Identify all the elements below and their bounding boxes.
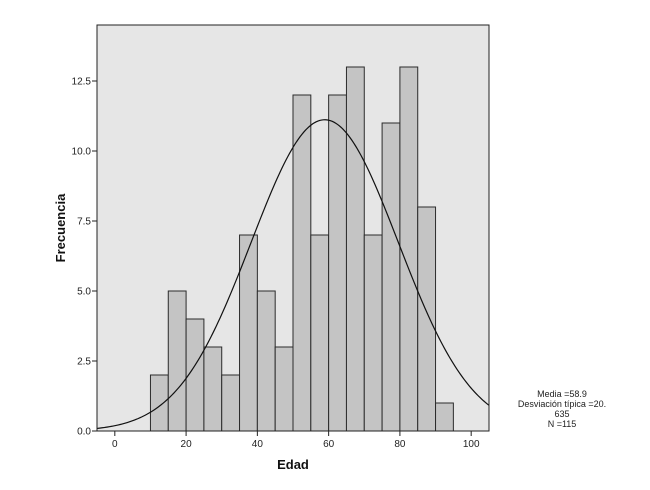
x-axis-title: Edad <box>277 457 309 472</box>
histogram-bar <box>203 346 223 432</box>
stats-mean: Media =58.9 <box>537 389 587 399</box>
y-tick-label: 7.5 <box>77 217 91 228</box>
histogram-bar <box>221 374 241 432</box>
histogram-bar <box>363 234 383 432</box>
y-tick-label: 10.0 <box>72 147 92 158</box>
histogram-bar <box>381 122 401 432</box>
stats-std-dev-cont: 635 <box>554 409 570 419</box>
normal-curve <box>96 119 490 430</box>
y-tick-label: 2.5 <box>77 357 91 368</box>
x-tick-label: 60 <box>323 439 335 450</box>
x-tick-label: 0 <box>112 439 118 450</box>
plot-frame <box>96 24 490 432</box>
histogram-bar <box>328 94 347 432</box>
histogram-bar <box>417 206 437 432</box>
histogram-bar <box>292 94 312 432</box>
histogram-bar <box>149 374 169 432</box>
y-axis: 0.0 2.5 5.0 7.5 10.0 12.5 <box>72 77 97 438</box>
x-axis: 0 20 40 60 80 100 <box>112 431 480 450</box>
x-tick-label: 40 <box>252 439 264 450</box>
y-axis-title: Frecuencia <box>53 193 68 262</box>
histogram-bar <box>399 66 419 432</box>
x-tick-label: 80 <box>394 439 406 450</box>
histogram-bar <box>274 346 294 432</box>
histogram-bar <box>256 290 276 432</box>
stats-legend: Media =58.9 Desviación típica =20. 635 N… <box>500 389 624 429</box>
y-tick-label: 12.5 <box>72 77 92 88</box>
histogram-bar <box>435 402 454 432</box>
stats-n: N =115 <box>547 419 577 429</box>
histogram-bar <box>345 66 365 432</box>
y-tick-label: 5.0 <box>77 287 91 298</box>
y-tick-label: 0.0 <box>77 427 91 438</box>
x-tick-label: 100 <box>463 439 480 450</box>
histogram-bar <box>310 234 330 432</box>
x-tick-label: 20 <box>181 439 193 450</box>
stats-std-dev: Desviación típica =20. <box>517 399 607 409</box>
histogram-bar <box>167 290 187 432</box>
